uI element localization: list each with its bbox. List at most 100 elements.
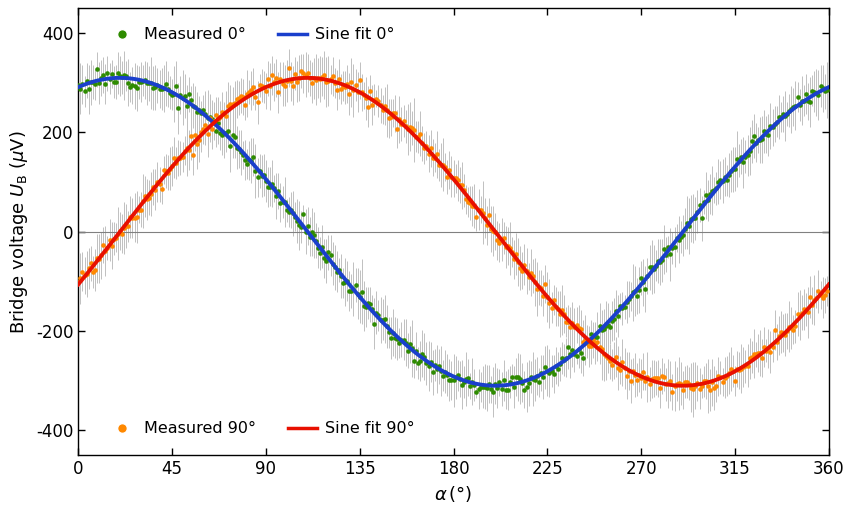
Point bbox=[232, 94, 245, 102]
Point bbox=[527, 376, 541, 384]
Point bbox=[163, 89, 176, 97]
Point bbox=[555, 354, 568, 362]
Point bbox=[540, 293, 554, 301]
Point bbox=[657, 373, 671, 381]
Point bbox=[792, 311, 805, 319]
Point bbox=[148, 186, 162, 194]
Point bbox=[320, 78, 333, 86]
Point bbox=[321, 248, 335, 257]
Point bbox=[383, 334, 397, 342]
Point bbox=[209, 127, 222, 135]
Point bbox=[500, 386, 514, 394]
Point bbox=[302, 74, 316, 82]
Point bbox=[673, 379, 687, 388]
Point bbox=[761, 345, 774, 353]
Point bbox=[650, 374, 664, 382]
Point bbox=[256, 171, 270, 179]
Point bbox=[209, 111, 222, 119]
Point bbox=[434, 367, 447, 375]
Point bbox=[246, 82, 260, 91]
Point bbox=[256, 83, 270, 91]
Point bbox=[193, 106, 206, 114]
Point bbox=[584, 330, 597, 338]
Point bbox=[350, 88, 364, 96]
Point bbox=[748, 350, 762, 358]
Point bbox=[636, 279, 649, 287]
Point bbox=[527, 278, 541, 286]
Point bbox=[573, 349, 587, 357]
Point bbox=[607, 356, 620, 365]
Point bbox=[728, 377, 741, 385]
Point bbox=[90, 254, 104, 262]
Point bbox=[290, 77, 303, 86]
Point bbox=[80, 269, 94, 278]
Point bbox=[211, 119, 225, 127]
Point bbox=[170, 159, 183, 167]
Point bbox=[625, 288, 639, 296]
Point bbox=[507, 383, 521, 391]
Point bbox=[804, 301, 818, 309]
Point bbox=[790, 310, 803, 318]
Point bbox=[757, 127, 770, 136]
Point bbox=[573, 325, 587, 333]
Point bbox=[348, 81, 362, 89]
Point bbox=[594, 326, 607, 334]
Point bbox=[763, 122, 776, 131]
Point bbox=[569, 352, 583, 360]
Point bbox=[360, 299, 374, 307]
Point bbox=[394, 119, 408, 127]
Point bbox=[180, 102, 193, 110]
Point bbox=[582, 343, 596, 351]
Point bbox=[359, 94, 372, 102]
Point bbox=[292, 221, 306, 229]
Point bbox=[706, 384, 720, 392]
Point bbox=[203, 114, 216, 122]
Point bbox=[238, 156, 251, 164]
Point bbox=[642, 379, 655, 388]
Point bbox=[294, 67, 308, 75]
Point bbox=[673, 233, 687, 241]
Point bbox=[315, 243, 329, 251]
Point bbox=[386, 109, 400, 117]
Point bbox=[106, 78, 120, 86]
Point bbox=[174, 154, 187, 162]
Point bbox=[301, 69, 314, 77]
Point bbox=[360, 102, 374, 111]
Point bbox=[213, 130, 227, 138]
Point bbox=[810, 287, 824, 295]
Point bbox=[761, 131, 774, 139]
Point bbox=[517, 261, 531, 269]
Point bbox=[638, 377, 652, 385]
Point bbox=[498, 243, 512, 251]
Point bbox=[519, 382, 532, 391]
Point bbox=[442, 376, 456, 385]
Point bbox=[377, 315, 391, 323]
Point bbox=[486, 227, 499, 235]
Point bbox=[484, 225, 498, 233]
Point bbox=[613, 366, 626, 374]
Point bbox=[334, 85, 348, 93]
Point bbox=[275, 79, 289, 88]
Point bbox=[796, 305, 809, 313]
Point bbox=[163, 164, 176, 173]
Point bbox=[631, 371, 645, 379]
Point bbox=[417, 144, 430, 153]
Point bbox=[101, 69, 114, 77]
Point bbox=[579, 339, 593, 348]
Point bbox=[298, 71, 312, 79]
Point bbox=[458, 195, 472, 203]
Point bbox=[556, 310, 570, 318]
Point bbox=[777, 112, 791, 120]
Point bbox=[238, 101, 251, 110]
Point bbox=[106, 235, 120, 243]
Point bbox=[88, 266, 101, 274]
Point bbox=[604, 317, 618, 325]
Point bbox=[294, 223, 308, 231]
Point bbox=[177, 92, 191, 100]
Point bbox=[690, 207, 704, 216]
Point bbox=[619, 372, 633, 380]
Point bbox=[95, 74, 108, 82]
Point bbox=[327, 263, 341, 271]
Point bbox=[438, 368, 452, 376]
Point bbox=[444, 173, 458, 181]
